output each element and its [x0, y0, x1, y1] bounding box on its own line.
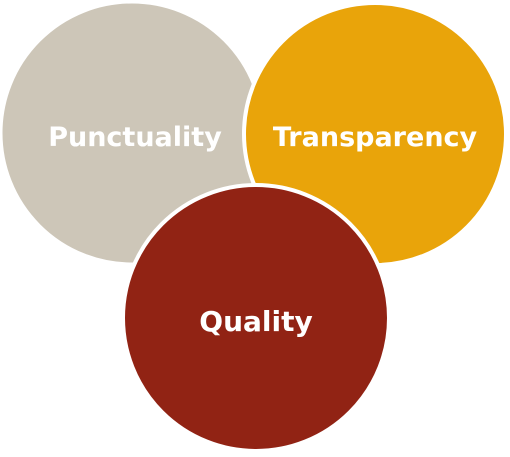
- punctuality-label: Punctuality: [48, 122, 222, 153]
- quality-group: Quality: [121, 183, 391, 453]
- transparency-label: Transparency: [273, 122, 478, 153]
- quality-circle: [121, 183, 391, 453]
- quality-label: Quality: [199, 305, 312, 338]
